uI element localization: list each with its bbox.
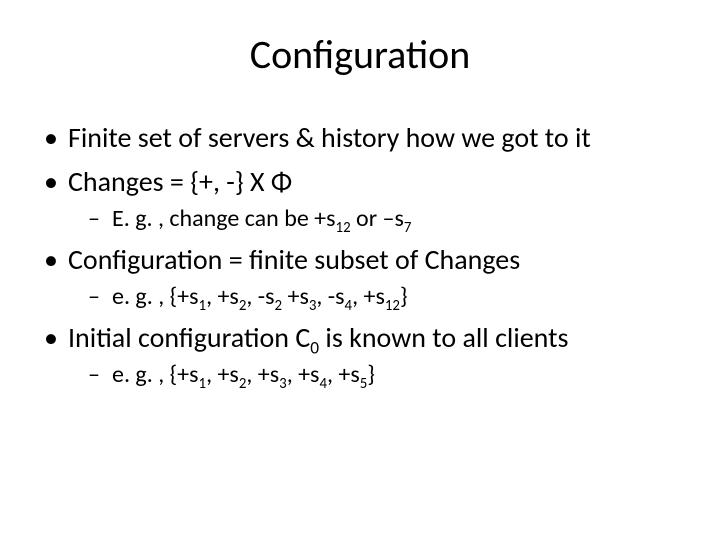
sub-bullet-text: } [400, 282, 408, 311]
bullet-text: Finite set of servers & history how we g… [68, 120, 591, 155]
bullet-item: Initial configuration C0 is known to all… [40, 319, 690, 391]
subscript: 3 [279, 374, 287, 392]
bullet-text: Changes = {+, -} X [68, 164, 271, 199]
bullet-item: Finite set of servers & history how we g… [40, 119, 690, 157]
sub-bullet-text: , -s [316, 282, 344, 311]
slide-title: Configuration [30, 30, 690, 79]
subscript: 12 [385, 296, 400, 314]
bullet-list: Finite set of servers & history how we g… [30, 119, 690, 391]
subscript: 4 [319, 374, 327, 392]
sub-bullet-text: e. g. , {+s [112, 360, 199, 389]
subscript: 0 [310, 337, 319, 359]
subscript: 4 [345, 296, 353, 314]
bullet-text: Initial configuration C [68, 320, 310, 355]
subscript: 2 [275, 296, 283, 314]
subscript: 1 [199, 374, 207, 392]
sub-bullet-text: , +s [352, 282, 385, 311]
subscript: 1 [199, 296, 207, 314]
sub-bullet-list: E. g. , change can be +s12 or –s7 [68, 203, 690, 235]
sub-bullet-text: , -s [246, 282, 274, 311]
sub-bullet-list: e. g. , {+s1, +s2, -s2 +s3, -s4, +s12} [68, 281, 690, 313]
sub-bullet-item: e. g. , {+s1, +s2, +s3, +s4, +s5} [88, 359, 690, 391]
bullet-item: Changes = {+, -} X Φ E. g. , change can … [40, 163, 690, 235]
sub-bullet-text: } [367, 360, 375, 389]
sub-bullet-list: e. g. , {+s1, +s2, +s3, +s4, +s5} [68, 359, 690, 391]
sub-bullet-text: , +s [206, 360, 239, 389]
subscript: 7 [404, 217, 412, 235]
sub-bullet-text: , +s [246, 360, 279, 389]
bullet-text: Configuration = finite subset of Changes [68, 242, 520, 277]
sub-bullet-item: e. g. , {+s1, +s2, -s2 +s3, -s4, +s12} [88, 281, 690, 313]
sub-bullet-text: , +s [327, 360, 360, 389]
phi-symbol: Φ [271, 164, 292, 199]
sub-bullet-item: E. g. , change can be +s12 or –s7 [88, 203, 690, 235]
subscript: 12 [336, 217, 351, 235]
sub-bullet-text: , +s [206, 282, 239, 311]
bullet-item: Configuration = finite subset of Changes… [40, 241, 690, 313]
sub-bullet-text: or –s [351, 204, 404, 233]
sub-bullet-text: E. g. , change can be +s [112, 204, 336, 233]
bullet-text: is known to all clients [319, 320, 568, 355]
sub-bullet-text: , +s [287, 360, 320, 389]
sub-bullet-text: +s [282, 282, 309, 311]
sub-bullet-text: e. g. , {+s [112, 282, 199, 311]
